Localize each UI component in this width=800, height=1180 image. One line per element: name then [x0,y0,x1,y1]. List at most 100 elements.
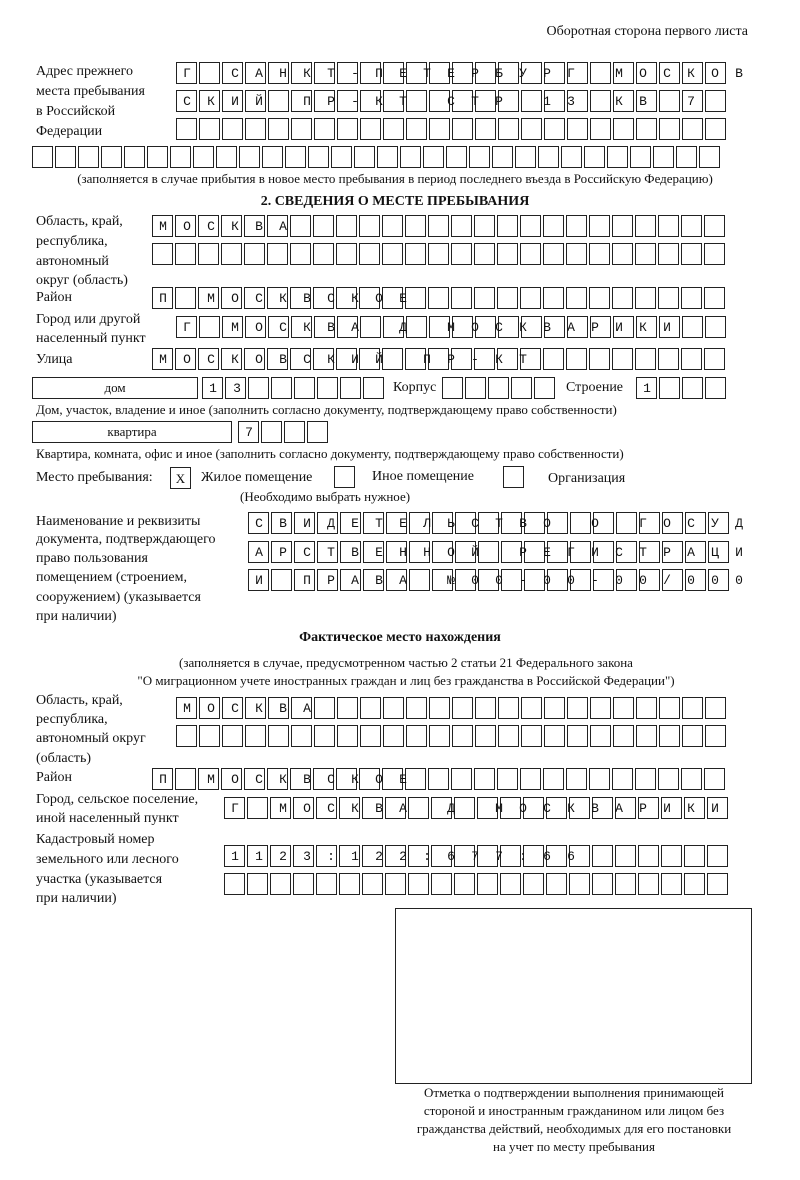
char-cell[interactable] [152,768,173,790]
char-cell[interactable] [147,146,168,168]
char-cell[interactable] [428,215,449,237]
char-cell[interactable] [290,243,311,265]
char-cell[interactable] [337,62,358,84]
char-cell[interactable] [501,569,522,591]
char-cell[interactable] [202,377,223,399]
char-cell[interactable] [363,541,384,563]
char-cell[interactable] [307,421,328,443]
char-cell[interactable] [498,118,519,140]
char-cell[interactable] [316,845,337,867]
char-cell[interactable] [567,316,588,338]
char-cell[interactable] [175,287,196,309]
char-cell[interactable] [340,541,361,563]
char-cell[interactable] [336,768,357,790]
char-cell[interactable] [638,845,659,867]
char-cell[interactable] [636,377,657,399]
char-cell[interactable] [175,348,196,370]
char-cell[interactable] [360,697,381,719]
char-cell[interactable] [101,146,122,168]
char-cell[interactable] [245,90,266,112]
char-cell[interactable] [705,377,726,399]
char-cell[interactable] [520,215,541,237]
char-cell[interactable] [429,725,450,747]
char-cell[interactable] [290,348,311,370]
char-cell[interactable] [244,768,265,790]
char-cell[interactable] [681,348,702,370]
char-cell[interactable] [244,287,265,309]
char-cell[interactable] [474,215,495,237]
char-cell[interactable] [658,287,679,309]
char-cell[interactable] [175,768,196,790]
char-cell[interactable] [593,512,614,534]
char-cell[interactable] [267,215,288,237]
char-cell[interactable] [497,348,518,370]
char-cell[interactable] [707,873,728,895]
char-cell[interactable] [290,287,311,309]
char-cell[interactable] [615,845,636,867]
char-cell[interactable] [385,845,406,867]
char-cell[interactable] [271,377,292,399]
char-cell[interactable] [615,797,636,819]
char-cell[interactable] [316,797,337,819]
char-cell[interactable] [477,797,498,819]
char-cell[interactable] [636,62,657,84]
char-cell[interactable] [429,118,450,140]
char-cell[interactable] [409,569,430,591]
char-cell[interactable] [284,421,305,443]
char-cell[interactable] [314,118,335,140]
char-cell[interactable] [406,725,427,747]
char-cell[interactable] [524,512,545,534]
char-cell[interactable] [477,873,498,895]
char-cell[interactable] [497,215,518,237]
apartment-type-field[interactable]: квартира [32,421,232,443]
char-cell[interactable] [613,90,634,112]
char-cell[interactable] [268,62,289,84]
char-cell[interactable] [593,541,614,563]
char-cell[interactable] [406,62,427,84]
char-cell[interactable] [538,146,559,168]
char-cell[interactable] [248,541,269,563]
char-cell[interactable] [547,512,568,534]
char-cell[interactable] [294,569,315,591]
char-cell[interactable] [294,377,315,399]
char-cell[interactable] [176,316,197,338]
char-cell[interactable] [336,287,357,309]
char-cell[interactable] [193,146,214,168]
char-cell[interactable] [198,215,219,237]
char-cell[interactable] [382,243,403,265]
char-cell[interactable] [520,243,541,265]
char-cell[interactable] [658,243,679,265]
char-cell[interactable] [382,348,403,370]
char-cell[interactable] [268,90,289,112]
char-cell[interactable] [386,512,407,534]
char-cell[interactable] [291,62,312,84]
char-cell[interactable] [222,90,243,112]
char-cell[interactable] [290,768,311,790]
char-cell[interactable] [500,845,521,867]
char-cell[interactable] [451,768,472,790]
char-cell[interactable] [245,118,266,140]
char-cell[interactable] [429,62,450,84]
char-cell[interactable] [428,243,449,265]
char-cell[interactable] [383,697,404,719]
char-cell[interactable] [497,287,518,309]
char-cell[interactable] [638,873,659,895]
char-cell[interactable] [635,243,656,265]
char-cell[interactable] [239,146,260,168]
char-cell[interactable] [561,146,582,168]
char-cell[interactable] [359,768,380,790]
char-cell[interactable] [400,146,421,168]
char-cell[interactable] [285,146,306,168]
char-cell[interactable] [363,569,384,591]
char-cell[interactable] [589,215,610,237]
char-cell[interactable] [612,243,633,265]
char-cell[interactable] [498,697,519,719]
char-cell[interactable] [360,118,381,140]
char-cell[interactable] [543,243,564,265]
char-cell[interactable] [705,90,726,112]
char-cell[interactable] [221,243,242,265]
char-cell[interactable] [492,146,513,168]
char-cell[interactable] [248,377,269,399]
char-cell[interactable] [567,725,588,747]
char-cell[interactable] [152,348,173,370]
